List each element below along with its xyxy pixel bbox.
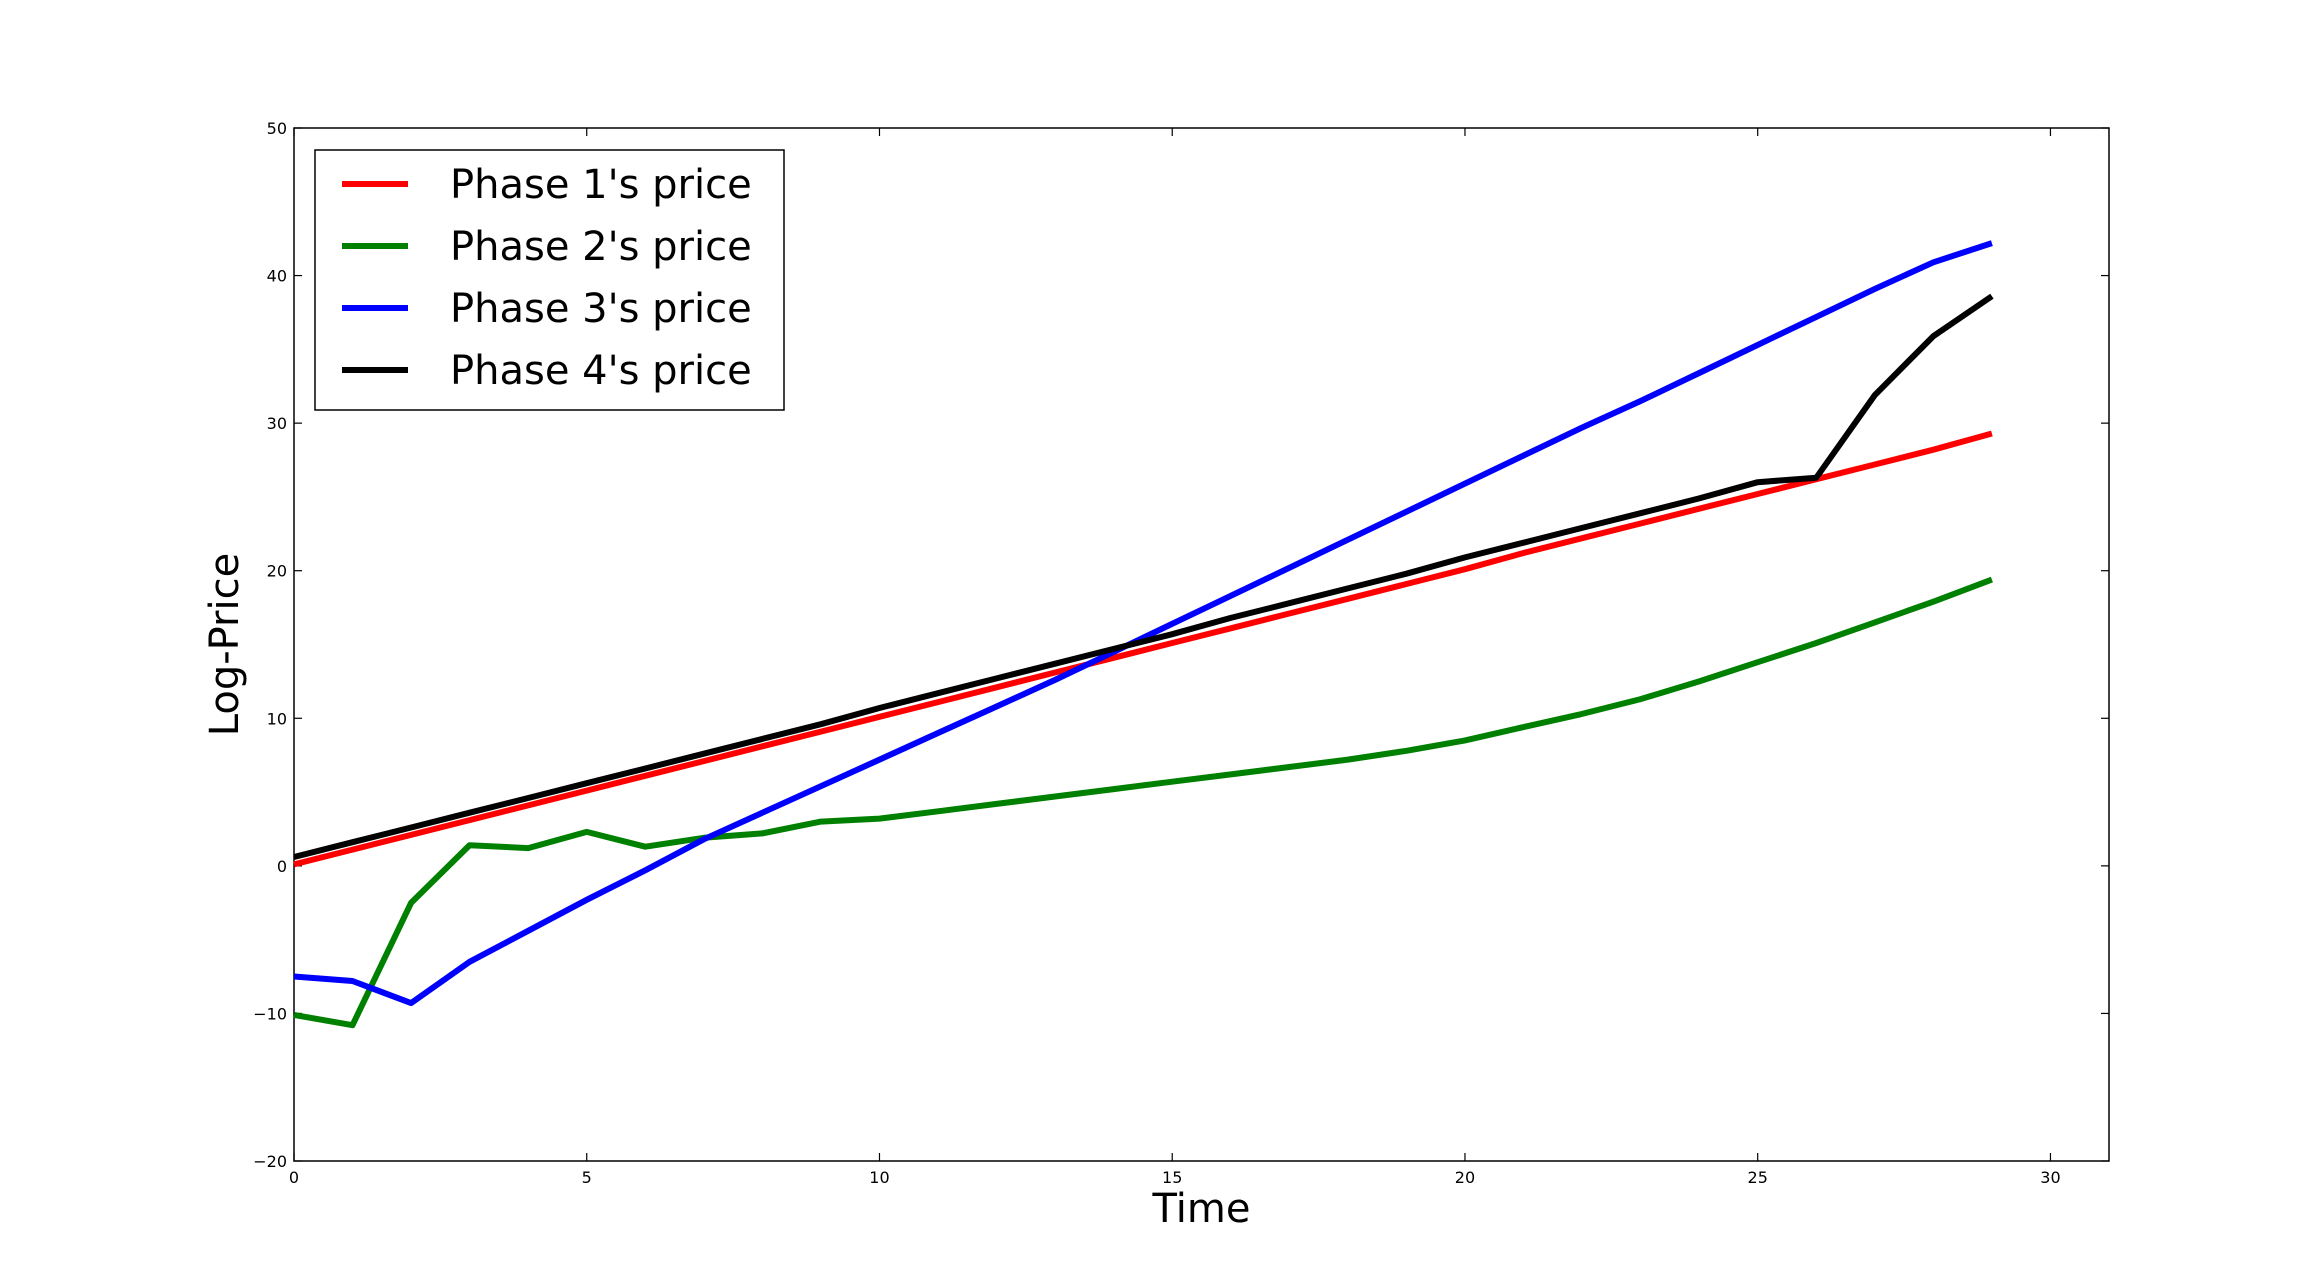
series-line-phase-1 [293, 430, 1993, 868]
series-line-phase-3 [293, 240, 1993, 1007]
y-tick-label: 50 [267, 119, 287, 138]
legend-label: Phase 1's price [450, 162, 752, 208]
series-line-phase-2 [293, 576, 1993, 1029]
y-tick-label: −20 [253, 1152, 287, 1171]
x-tick-label: 0 [289, 1168, 299, 1187]
y-tick-label: 20 [267, 562, 287, 581]
axis-ticks: 0 5 10 15 20 25 30 −20 −10 0 10 20 30 40 50 [253, 119, 2109, 1187]
x-tick-label: 20 [1455, 1168, 1475, 1187]
legend-label: Phase 2's price [450, 224, 752, 270]
series-line-phase-4 [293, 293, 1994, 860]
x-tick-label: 30 [2040, 1168, 2060, 1187]
x-axis-title: Time [1152, 1186, 1251, 1232]
legend: Phase 1's price Phase 2's price Phase 3's … [314, 149, 785, 411]
legend-box [314, 149, 785, 411]
y-tick-label: 40 [267, 267, 287, 286]
x-tick-label: 15 [1162, 1168, 1182, 1187]
y-tick-label: 0 [277, 857, 287, 876]
y-axis-title: Log-Price [202, 553, 248, 736]
y-tick-label: 30 [267, 414, 287, 433]
x-tick-label: 5 [582, 1168, 592, 1187]
series-layer [293, 240, 1994, 1029]
y-tick-label: 10 [267, 709, 287, 728]
x-tick-label: 10 [869, 1168, 889, 1187]
legend-label: Phase 3's price [450, 286, 752, 332]
legend-label: Phase 4's price [450, 348, 752, 394]
y-tick-label: −10 [253, 1004, 287, 1023]
x-tick-label: 25 [1748, 1168, 1768, 1187]
